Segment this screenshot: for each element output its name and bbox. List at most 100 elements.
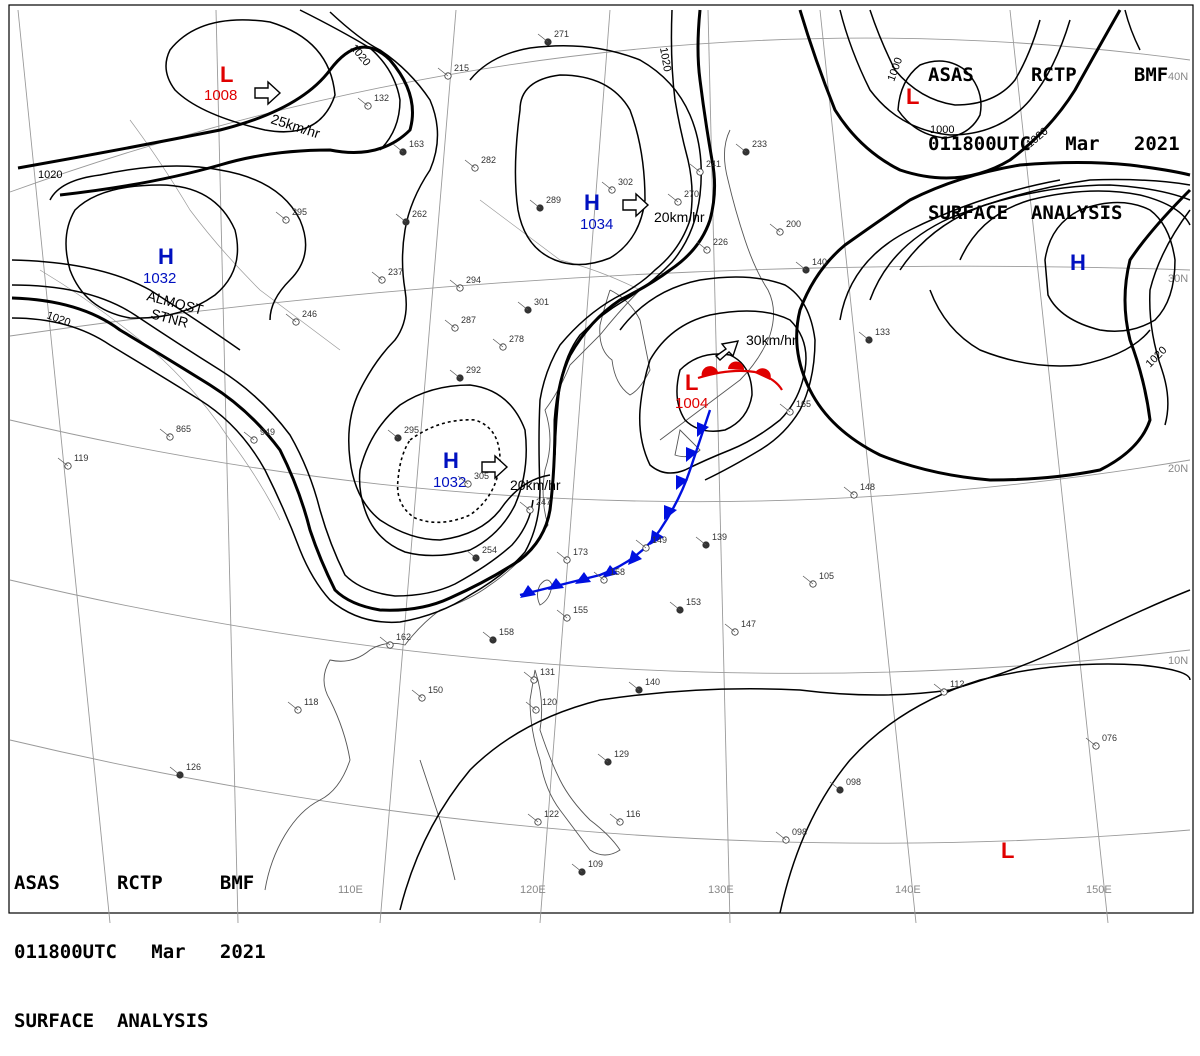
station-wind-barb	[465, 549, 477, 559]
station-pressure: 865	[176, 424, 191, 434]
station-wind-barb	[287, 701, 299, 711]
station-pressure: 254	[482, 545, 497, 555]
station-wind-barb	[243, 431, 255, 441]
station-wind-barb	[1085, 737, 1097, 747]
station-wind-barb	[371, 271, 383, 281]
station-pressure: 305	[474, 471, 489, 481]
station-pressure: 289	[546, 195, 561, 205]
high-value-1034: 1034	[580, 216, 613, 233]
isobar-1012-japan	[619, 276, 816, 481]
station-pressure: 158	[499, 627, 514, 637]
map-frame	[8, 4, 1194, 914]
station-wind-barb	[597, 753, 609, 763]
station-pressure: 155	[573, 605, 588, 615]
station-wind-barb	[669, 601, 681, 611]
station-wind-barb	[464, 159, 476, 169]
header-top: ASAS RCTP BMF 011800UTC Mar 2021 SURFACE…	[928, 18, 1180, 248]
station-pressure: 118	[304, 697, 318, 707]
station-wind-barb	[169, 766, 181, 776]
station-pressure: 237	[388, 267, 403, 277]
station-wind-barb	[525, 701, 537, 711]
station-wind-barb	[571, 863, 583, 873]
station-pressure: 140	[645, 677, 660, 687]
station-wind-barb	[523, 671, 535, 681]
station-pressure: 112	[950, 679, 964, 689]
cold-front	[519, 409, 712, 598]
motion-arrow-2	[622, 192, 650, 218]
station-wind-barb	[444, 319, 456, 329]
warm-front	[697, 361, 783, 391]
pressure-centers: L 1008 H 1032 H 1034 H 1032 L 1004 L H L	[143, 62, 1086, 863]
station-pressure: 105	[819, 571, 834, 581]
station-wind-barb	[556, 551, 568, 561]
isobar-1008-japan	[638, 310, 807, 474]
station-wind-barb	[357, 97, 369, 107]
lon-labels: 110E 120E 130E 140E 150E	[338, 884, 1112, 896]
low-value-1004: 1004	[675, 395, 708, 412]
station-wind-barb	[933, 683, 945, 693]
motion-label-4: 30km/hr	[746, 332, 797, 348]
motion-arrow-1	[254, 80, 282, 106]
station-wind-barb	[492, 338, 504, 348]
motion-arrows	[254, 80, 740, 480]
station-pressure: 129	[614, 749, 629, 759]
station-wind-barb	[724, 623, 736, 633]
isobar-label-1000-b: 1000	[930, 124, 954, 136]
station-wind-barb	[802, 575, 814, 585]
low-symbol-1000: L	[906, 84, 919, 109]
station-wind-barb	[556, 609, 568, 619]
station-pressure: 126	[186, 762, 201, 772]
isobar-north-ridge-2	[299, 9, 401, 151]
station-pressure: 233	[752, 139, 767, 149]
station-wind-barb	[285, 313, 297, 323]
station-wind-barb	[689, 163, 701, 173]
station-wind-barb	[609, 813, 621, 823]
station-pressure: 076	[1102, 733, 1117, 743]
station-wind-barb	[858, 331, 870, 341]
station-pressure: 278	[509, 334, 524, 344]
station-pressure: 122	[544, 809, 559, 819]
station-pressure: 149	[652, 535, 667, 545]
motion-label-2: 20km/hr	[654, 209, 705, 225]
station-pressure: 262	[412, 209, 427, 219]
station-pressure: 173	[573, 547, 588, 557]
low-value-1008: 1008	[204, 87, 237, 104]
isobar-low-1000	[897, 60, 982, 139]
isobar-1012-west	[11, 259, 241, 351]
isobar-low-1008-inner	[165, 19, 336, 133]
high-symbol-1034: H	[584, 190, 600, 215]
station-pressure: 301	[534, 297, 549, 307]
station-wind-barb	[529, 199, 541, 209]
station-pressure: 133	[875, 327, 890, 337]
isobar-north-ridge-1	[329, 11, 551, 541]
high-symbol-east: H	[1070, 250, 1086, 275]
isobar-east-inner-4	[869, 178, 1191, 301]
high-symbol-1032-left: H	[158, 244, 174, 269]
low-symbol-1008: L	[220, 62, 233, 87]
lon-label-140: 140E	[895, 884, 921, 896]
station-pressure: 246	[302, 309, 317, 319]
header-top-line2: 011800UTC Mar 2021	[928, 133, 1180, 155]
station-wind-barb	[482, 631, 494, 641]
station-wind-barb	[57, 457, 69, 467]
isobar-south-1	[399, 589, 1191, 911]
isobar-east-6	[929, 289, 1151, 367]
station-pressure: 148	[860, 482, 875, 492]
isobar-ne-2	[869, 9, 1041, 106]
isobar-east-inner-3	[899, 184, 1191, 271]
station-pressure: 139	[712, 532, 727, 542]
station-wind-barb	[527, 813, 539, 823]
station-wind-barb	[775, 831, 787, 841]
isobar-1024-west	[11, 9, 693, 624]
coastlines	[39, 119, 774, 891]
header-bottom-line3: SURFACE ANALYSIS	[14, 1010, 209, 1032]
station-pressure: 271	[554, 29, 569, 39]
station-pressure: 215	[454, 63, 469, 73]
station-wind-barb	[159, 428, 171, 438]
station-wind-barb	[411, 689, 423, 699]
lat-label-20: 20N	[1168, 463, 1188, 475]
high-value-1032-left: 1032	[143, 270, 176, 287]
station-wind-barb	[601, 181, 613, 191]
station-pressure: 098	[846, 777, 861, 787]
isobar-label-1020-d: 1020	[657, 46, 673, 72]
